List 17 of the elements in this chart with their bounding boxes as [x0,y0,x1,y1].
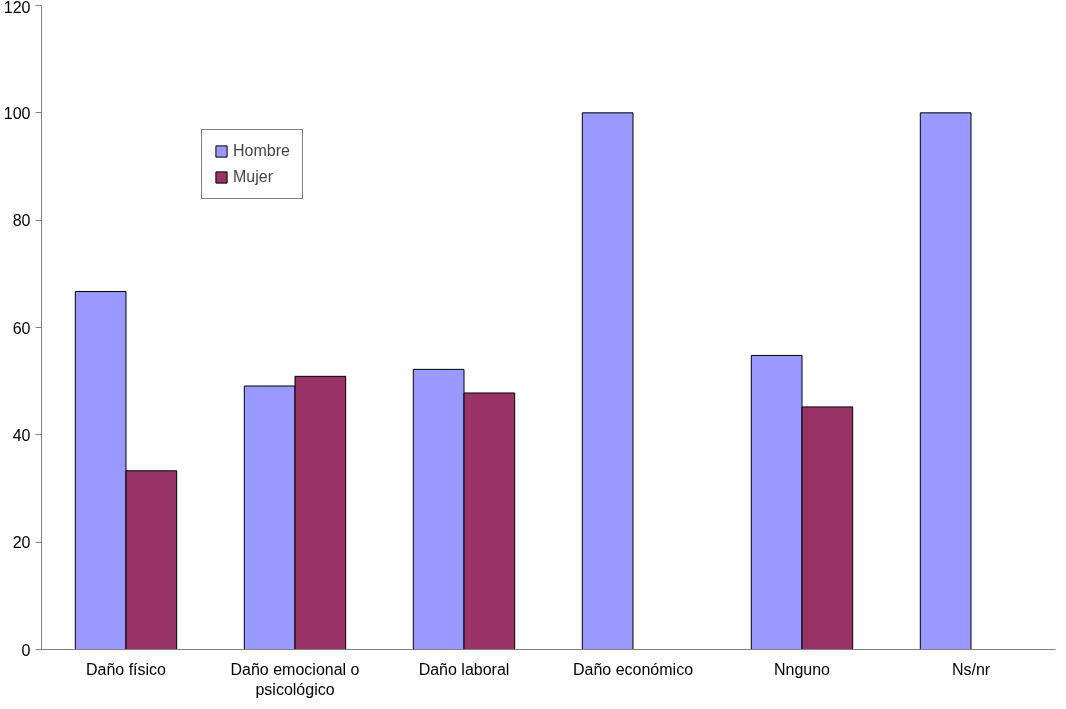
bar [581,112,634,650]
x-tick-label: Daño físico [85,660,167,678]
x-tick-label: Daño económico [572,660,694,678]
y-tick-label: 80 [12,212,31,230]
bar [919,112,972,650]
x-tick-label: Daño emocional o psicológico [230,660,360,698]
legend-label: Mujer [233,168,274,186]
x-tick-label: Daño laboral [418,660,510,678]
y-tick-label: 40 [12,426,31,444]
y-tick-label: 100 [3,104,31,122]
y-tick-label: 0 [21,641,31,659]
legend-label: Hombre [233,142,290,160]
y-tick-label: 60 [12,319,31,337]
y-tick-label: 20 [12,534,31,552]
x-tick-label: Nnguno [773,660,831,678]
x-tick-label: Ns/nr [951,660,991,678]
y-tick-label: 120 [3,0,31,16]
